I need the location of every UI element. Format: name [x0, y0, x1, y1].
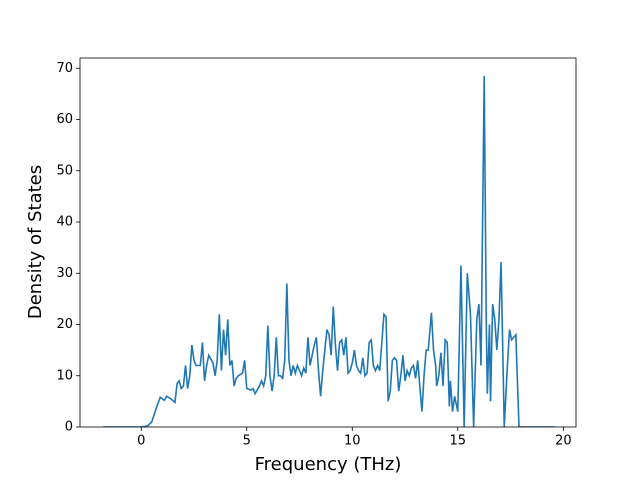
y-axis-label: Density of States	[25, 165, 46, 319]
x-tick-label: 5	[243, 434, 251, 449]
y-tick-label: 20	[56, 317, 73, 332]
y-tick-label: 50	[56, 163, 73, 178]
plot-frame	[79, 57, 577, 428]
line	[103, 75, 555, 427]
y-tick-label: 40	[56, 215, 73, 230]
x-tick-label: 20	[555, 434, 572, 449]
x-tick-label: 15	[450, 434, 467, 449]
x-tick-label: 0	[137, 434, 145, 449]
x-axis-label: Frequency (THz)	[255, 454, 402, 475]
x-tick-label: 10	[344, 434, 361, 449]
y-tick-label: 30	[56, 266, 73, 281]
y-tick-label: 60	[56, 112, 73, 127]
y-tick-label: 70	[56, 61, 73, 76]
y-tick-label: 0	[65, 420, 73, 435]
y-tick-label: 10	[56, 368, 73, 383]
